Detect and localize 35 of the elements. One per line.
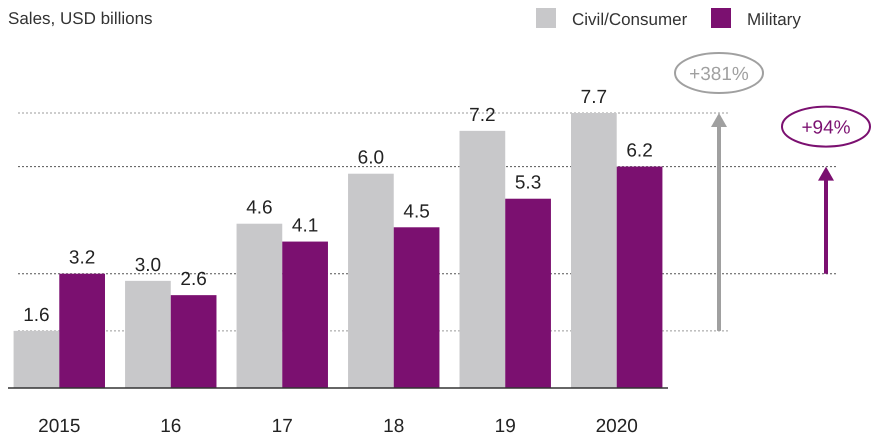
legend-label: Military: [747, 10, 802, 29]
bar: [348, 174, 394, 388]
bar: [125, 280, 171, 388]
bar: [505, 198, 551, 388]
legend-label: Civil/Consumer: [572, 10, 688, 29]
data-label: 3.2: [68, 248, 96, 269]
bar: [616, 166, 662, 388]
bar: [170, 295, 216, 388]
data-label: 2.6: [180, 269, 207, 290]
bar: [236, 224, 282, 388]
data-label: 4.5: [403, 201, 430, 222]
data-label: 1.6: [23, 304, 50, 326]
bar: [14, 330, 60, 388]
bar: [282, 242, 328, 388]
bar: [59, 274, 105, 388]
data-label: 6.2: [626, 140, 653, 162]
text: +94%: [801, 118, 851, 139]
x-tick-label: 19: [494, 416, 516, 437]
data-label: 5.3: [514, 172, 542, 194]
chart-title: Sales, USD billions: [8, 9, 153, 28]
bar: [571, 113, 617, 388]
data-label: 4.6: [246, 198, 273, 219]
bar: [460, 130, 506, 388]
x-tick-label: 18: [383, 416, 404, 437]
data-label: 7.7: [580, 87, 608, 108]
x-tick-label: 17: [272, 416, 293, 437]
x-tick-label: 2015: [38, 416, 80, 437]
data-label: 3.0: [134, 254, 162, 276]
x-tick-label: 16: [160, 416, 182, 437]
data-label: 7.2: [469, 104, 496, 126]
data-label: 4.1: [292, 216, 318, 237]
x-tick-label: 2020: [596, 416, 638, 437]
bar: [394, 227, 440, 388]
data-label: 6.0: [358, 148, 384, 169]
text: +381%: [689, 64, 749, 85]
